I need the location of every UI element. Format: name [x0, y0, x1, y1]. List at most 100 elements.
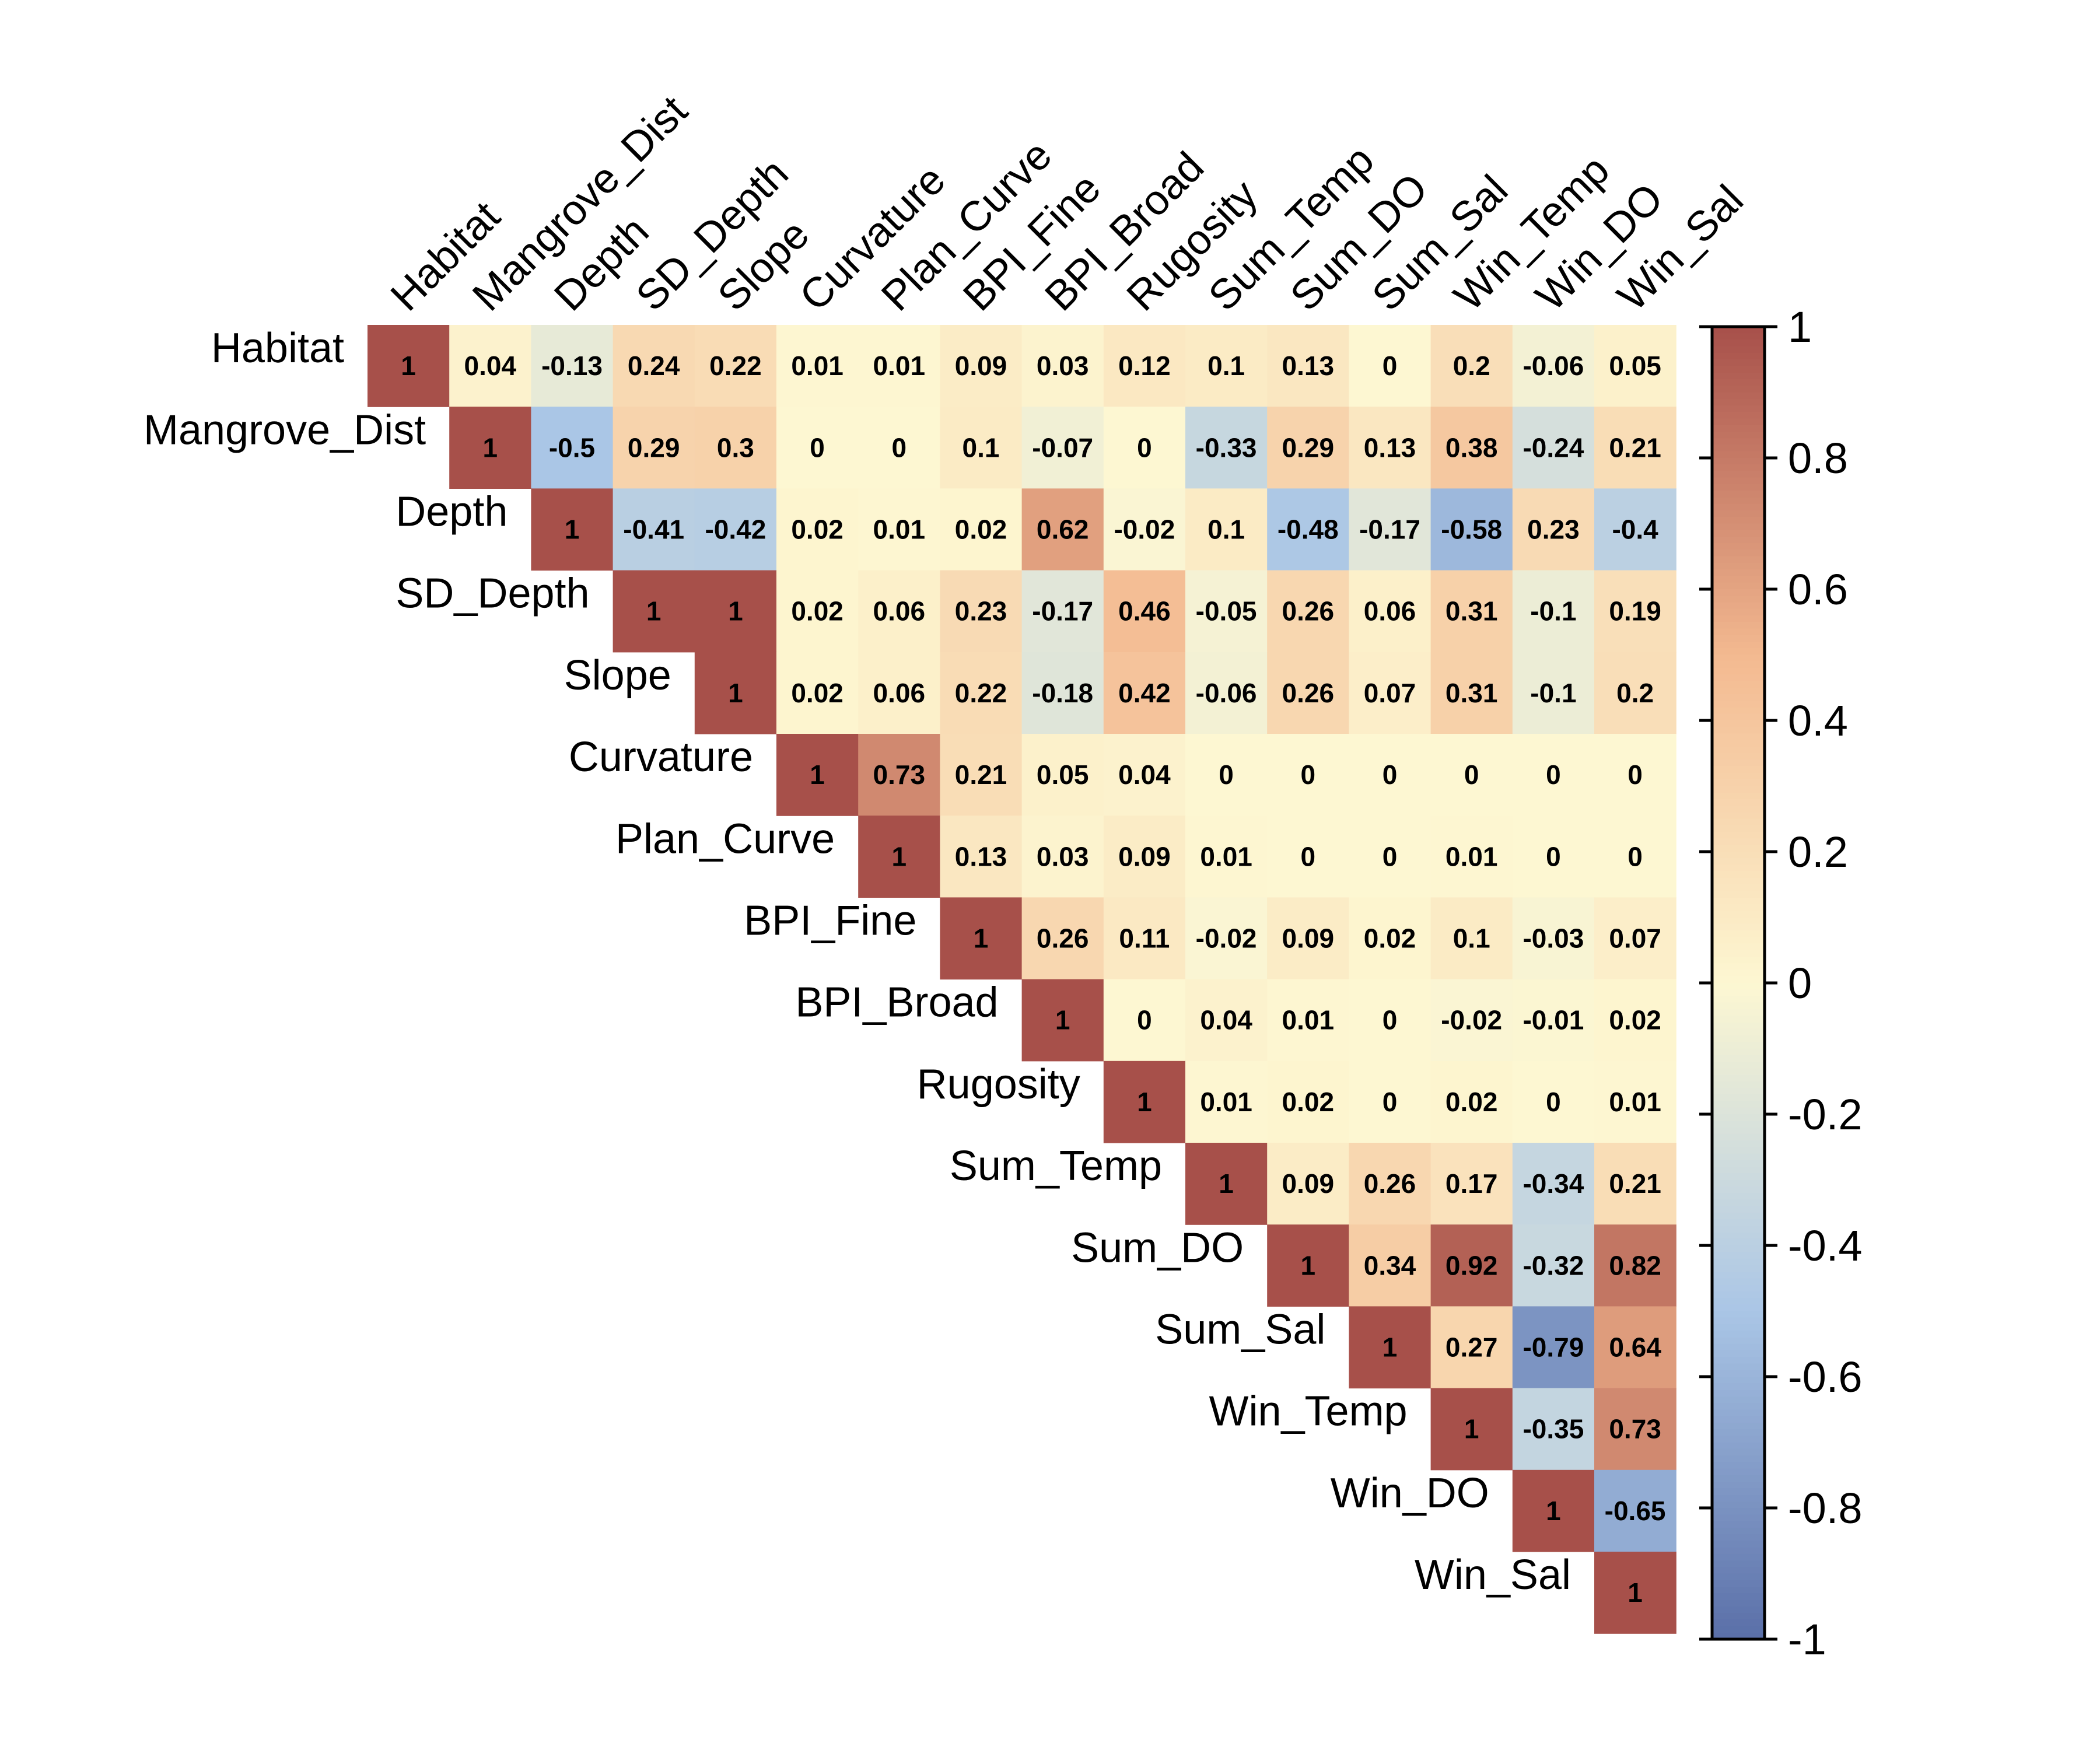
cell-value-label: 0 [1546, 760, 1561, 790]
colorbar-segment [1712, 687, 1765, 695]
heatmap-cell [940, 570, 1023, 653]
heatmap-cell [1430, 979, 1513, 1062]
colorbar-segment [1712, 923, 1765, 931]
heatmap-cell [1349, 652, 1432, 734]
cell-value-label: 0.02 [791, 678, 844, 708]
cell-value-label: 0 [1382, 841, 1398, 872]
cell-value-label: 0 [1137, 432, 1152, 463]
colorbar-segment [1712, 753, 1765, 761]
colorbar-segment [1712, 864, 1765, 872]
cell-value-label: 0.26 [1037, 923, 1089, 954]
colorbar-segment [1712, 346, 1765, 354]
cell-value-label: 0.31 [1446, 678, 1498, 708]
cell-value-label: 0.2 [1616, 678, 1654, 708]
heatmap-cell [940, 325, 1023, 407]
colorbar-segment [1712, 1193, 1765, 1200]
colorbar-segment [1712, 1238, 1765, 1246]
colorbar-segment [1712, 983, 1765, 991]
colorbar-segment [1712, 537, 1765, 544]
colorbar-segment [1712, 1455, 1765, 1463]
colorbar-segment [1712, 517, 1765, 524]
colorbar-segment [1712, 943, 1765, 951]
heatmap-cell [1021, 325, 1104, 407]
heatmap-cell [1185, 816, 1268, 898]
colorbar-segment [1712, 1212, 1765, 1220]
colorbar-segment [1712, 1482, 1765, 1489]
heatmap-cell [1594, 325, 1676, 407]
colorbar-segment [1712, 1501, 1765, 1508]
heatmap-cell [1512, 1060, 1595, 1143]
cell-value-label: -0.01 [1522, 1005, 1584, 1035]
colorbar-segment [1712, 1567, 1765, 1574]
cell-value-label: -0.17 [1032, 596, 1093, 626]
heatmap-cell [1267, 570, 1349, 653]
colorbar-segment [1712, 1133, 1765, 1141]
cell-value-label: 0.05 [1037, 760, 1089, 790]
heatmap-cell [1349, 816, 1432, 898]
colorbar-segment [1712, 1390, 1765, 1397]
cell-value-label: 0.02 [791, 596, 844, 626]
colorbar-segment [1712, 832, 1765, 839]
heatmap-cell [612, 325, 695, 407]
cell-value-label: 0.2 [1453, 351, 1490, 381]
cell-value-label: 0.07 [1364, 678, 1416, 708]
colorbar-tick-label: -0.2 [1788, 1090, 1863, 1139]
cell-value-label: -0.24 [1522, 432, 1584, 463]
heatmap-cell [1594, 1306, 1676, 1389]
heatmap-cell [1349, 1306, 1432, 1389]
heatmap-cell [1185, 570, 1268, 653]
heatmap-cell [1267, 1143, 1349, 1225]
colorbar-segment [1712, 1527, 1765, 1535]
cell-value-label: 1 [1219, 1168, 1234, 1199]
heatmap-cell [1185, 407, 1268, 489]
heatmap-cell [1512, 816, 1595, 898]
colorbar-segment [1712, 760, 1765, 767]
cell-value-label: 0.21 [1609, 432, 1661, 463]
heatmap-cell [1512, 897, 1595, 980]
cell-value-label: 0.26 [1282, 678, 1335, 708]
colorbar-segment [1712, 818, 1765, 826]
colorbar-segment [1712, 530, 1765, 537]
cell-value-label: -0.33 [1196, 432, 1257, 463]
colorbar-segment [1712, 707, 1765, 715]
colorbar-tick-label: 0.2 [1788, 828, 1848, 876]
heatmap-cell [1430, 1224, 1513, 1307]
colorbar-segment [1712, 773, 1765, 780]
colorbar-segment [1712, 1022, 1765, 1030]
column-labels: HabitatMangrove_DistDepthSD_DepthSlopeCu… [382, 87, 1752, 320]
colorbar-segment [1712, 766, 1765, 774]
colorbar-segment [1712, 1494, 1765, 1502]
cell-value-label: 0.06 [1364, 596, 1416, 626]
row-label: Rugosity [917, 1061, 1080, 1108]
colorbar-segment [1712, 327, 1765, 334]
colorbar-segment [1712, 1232, 1765, 1240]
cell-value-label: -0.07 [1032, 432, 1093, 463]
colorbar-segment [1712, 550, 1765, 557]
colorbar-segment [1712, 1363, 1765, 1371]
colorbar-segment [1712, 733, 1765, 741]
colorbar-segment [1712, 628, 1765, 636]
heatmap-cell [1103, 652, 1186, 734]
colorbar-segment [1712, 1265, 1765, 1272]
colorbar-segment [1712, 1173, 1765, 1181]
cell-value-label: -0.17 [1359, 514, 1420, 545]
colorbar-segment [1712, 386, 1765, 393]
colorbar-segment [1712, 1199, 1765, 1207]
row-label: Sum_Sal [1155, 1307, 1325, 1353]
cell-value-label: -0.02 [1196, 923, 1257, 954]
colorbar-segment [1712, 799, 1765, 807]
cell-value-label: -0.18 [1032, 678, 1093, 708]
colorbar-segment [1712, 1140, 1765, 1148]
cell-value-label: -0.02 [1441, 1005, 1502, 1035]
cell-value-label: 0.02 [1446, 1087, 1498, 1117]
cell-value-label: -0.4 [1612, 514, 1658, 545]
cell-value-label: 0.24 [628, 351, 680, 381]
colorbar-segment [1712, 1331, 1765, 1338]
heatmap-cell [1267, 325, 1349, 407]
colorbar-segment [1712, 996, 1765, 1003]
colorbar-segment [1712, 1442, 1765, 1450]
heatmap-cell [1185, 652, 1268, 734]
heatmap-cell [1267, 407, 1349, 489]
cell-value-label: 0.11 [1119, 923, 1170, 954]
row-label: Plan_Curve [615, 816, 835, 862]
